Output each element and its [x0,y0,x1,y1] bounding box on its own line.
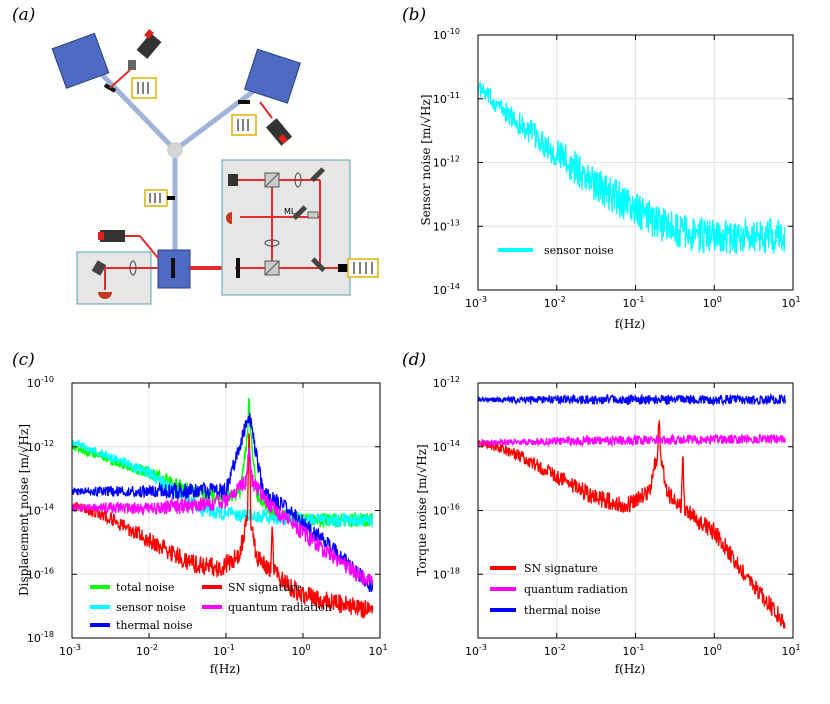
y-tick-label: 10-18 [433,566,460,581]
x-tick-label: 10-1 [623,643,645,658]
series-line-sensor-noise [72,439,374,529]
readout-box-left [76,251,152,305]
ml-label: ML [284,207,296,216]
series-group [478,392,787,629]
legend-label: SN signature [524,562,598,575]
y-tick-label: 10-12 [433,155,460,170]
y-tick-label: 10-13 [433,218,460,233]
legend: SN signature quantum radiation thermal noi… [490,562,628,617]
pivot-node [167,142,183,158]
series-line-SN-signature [478,420,786,629]
series-line-quantum-radiation [478,432,787,448]
interferometer-box [221,159,351,296]
y-tick-label: 10-16 [27,566,54,581]
setup-diagram: ML [51,29,379,305]
x-tick-label: 100 [703,643,722,658]
x-tick-label: 101 [781,295,800,310]
x-tick-label: 10-2 [136,643,158,658]
laser-source-2 [265,118,293,146]
legend-label: SN signature [228,581,302,594]
x-axis-label: f(Hz) [210,662,241,676]
y-tick-label: 10-14 [433,282,460,297]
test-mass-left [51,32,110,89]
legend-label: quantum radiation [524,583,628,596]
y-tick-label: 10-10 [433,27,460,42]
photodiode-array-1 [131,77,157,99]
legend-label: thermal noise [116,619,193,632]
photodiode-array-3 [144,189,168,207]
x-axis-label: f(Hz) [615,317,646,331]
x-axis-label: f(Hz) [615,662,646,676]
x-tick-label: 10-1 [623,295,645,310]
panel-label-c: (c) [12,350,35,370]
y-tick-label: 10-14 [27,503,54,518]
chart-d: 10-3 10-2 10-1 100 101 10-18 10-16 10-14 10-12 f(… [415,375,801,676]
series-line-sensor-noise [478,81,786,255]
chart-b: 10-3 10-2 10-1 100 101 10-14 10-13 10-12 10-11 10… [419,27,801,331]
legend-label: sensor noise [116,601,186,614]
legend-label: total noise [116,581,174,594]
y-tick-label: 10-18 [27,630,54,645]
y-tick-label: 10-12 [27,439,54,454]
x-tick-label: 100 [703,295,722,310]
x-tick-label: 101 [781,643,800,658]
photodiode-array-4 [347,258,379,278]
panel-label-d: (d) [402,350,426,370]
x-tick-label: 10-2 [544,295,566,310]
legend-label: sensor noise [544,244,614,257]
panel-label-a: (a) [12,5,35,25]
laser-source-3 [100,230,125,242]
series-line-quantum-radiation [72,447,374,586]
y-axis-label: Sensor noise [m/√Hz] [419,94,433,225]
x-tick-label: 10-1 [213,643,235,658]
legend-label: quantum radiation [228,601,332,614]
photodiode-array-2 [231,114,257,136]
y-axis-label: Displacement noise [m/√Hz] [17,424,31,596]
panel-label-b: (b) [402,5,426,25]
series-group [478,81,786,255]
y-tick-label: 10-11 [433,91,460,106]
y-tick-label: 10-14 [433,439,460,454]
y-tick-label: 10-16 [433,503,460,518]
series-line-thermal-noise [72,412,374,593]
series-group [72,397,374,619]
legend-label: thermal noise [524,604,601,617]
series-line-thermal-noise [478,392,787,407]
x-tick-label: 10-2 [544,643,566,658]
legend: sensor noise [498,244,614,257]
test-mass-right [243,48,301,104]
x-tick-label: 101 [368,643,387,658]
x-tick-label: 10-3 [465,295,487,310]
y-axis-label: Torque noise [m/√Hz] [415,444,429,575]
chart-c: 10-3 10-2 10-1 100 101 10-18 10-16 10-14 10-12 10… [17,375,388,676]
laser-source-1 [136,33,162,59]
series-line-SN-signature [72,433,374,619]
x-tick-label: 10-3 [465,643,487,658]
y-tick-label: 10-12 [433,375,460,390]
legend: total noise sensor noise thermal noise SN s… [90,581,332,632]
x-tick-label: 100 [291,643,310,658]
y-tick-label: 10-10 [27,375,54,390]
x-tick-label: 10-3 [59,643,81,658]
